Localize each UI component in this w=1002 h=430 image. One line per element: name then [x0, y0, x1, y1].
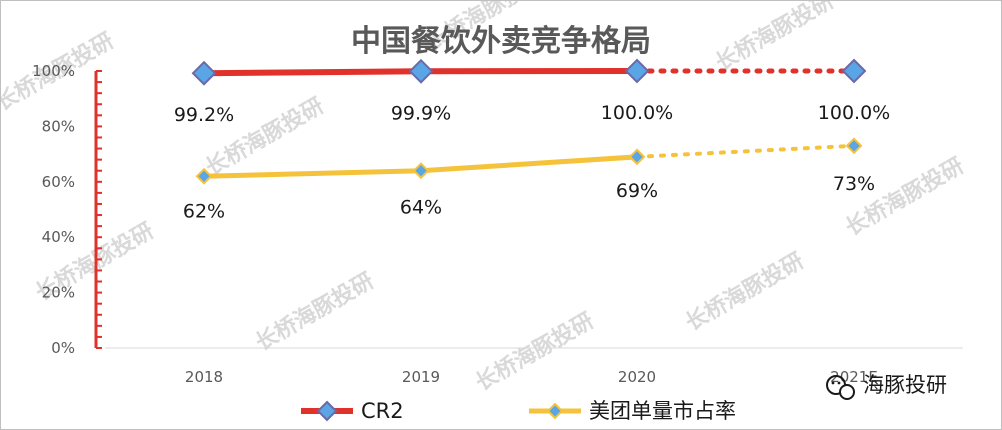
data-point — [624, 58, 650, 84]
data-point — [841, 58, 867, 84]
legend-item: CR2 — [301, 399, 404, 423]
data-label: 99.9% — [391, 102, 451, 124]
data-label: 100.0% — [818, 102, 890, 124]
data-point — [408, 58, 434, 84]
x-tick-label: 2019 — [402, 368, 440, 386]
wechat-icon — [826, 375, 855, 400]
data-label: 73% — [833, 173, 875, 195]
brand-badge: 海豚投研 — [826, 373, 947, 400]
data-label: 100.0% — [601, 102, 673, 124]
legend: CR2 美团单量市占率 — [301, 399, 736, 423]
watermark-text: 长桥海豚投研 — [841, 153, 968, 242]
watermark-text: 长桥海豚投研 — [471, 308, 598, 397]
y-tick-label: 60% — [42, 173, 75, 191]
x-tick-label: 2021E — [830, 368, 878, 386]
y-tick-label: 20% — [42, 284, 75, 302]
watermark-text: 长桥海豚投研 — [681, 248, 808, 337]
y-axis: 0% 20% 40% 60% 80% 100% — [32, 62, 102, 357]
x-axis: 2018 2019 2020 2021E — [105, 347, 963, 386]
x-tick-label: 2020 — [618, 368, 656, 386]
data-point — [412, 162, 430, 180]
y-tick-label: 0% — [51, 339, 75, 357]
chart-title: 中国餐饮外卖竞争格局 — [351, 24, 651, 59]
series-1: 62% 64% 69% 73% — [183, 137, 875, 222]
data-point — [191, 60, 217, 86]
legend-item: 美团单量市占率 — [529, 399, 736, 423]
legend-label: 美团单量市占率 — [589, 399, 736, 423]
x-tick-label: 2018 — [185, 368, 223, 386]
y-tick-label: 100% — [32, 62, 75, 80]
legend-marker — [316, 400, 338, 422]
watermark-text: 长桥海豚投研 — [711, 1, 838, 76]
data-point — [628, 148, 646, 166]
series-line-projected — [635, 143, 856, 159]
brand-label: 海豚投研 — [863, 373, 947, 397]
series-layer: 99.2% 99.9% 100.0% 100.0% 62% 64% 69% 73% — [174, 58, 890, 222]
data-label: 64% — [400, 197, 442, 219]
legend-label: CR2 — [361, 399, 404, 423]
legend-marker — [546, 402, 564, 420]
series-0: 99.2% 99.9% 100.0% 100.0% — [174, 58, 890, 126]
data-point — [195, 167, 213, 185]
data-label: 62% — [183, 200, 225, 222]
data-label: 99.2% — [174, 104, 234, 126]
data-point — [845, 137, 863, 155]
y-tick-label: 40% — [42, 228, 75, 246]
y-tick-label: 80% — [42, 117, 75, 135]
data-label: 69% — [616, 180, 658, 202]
watermark-text: 长桥海豚投研 — [251, 268, 378, 357]
